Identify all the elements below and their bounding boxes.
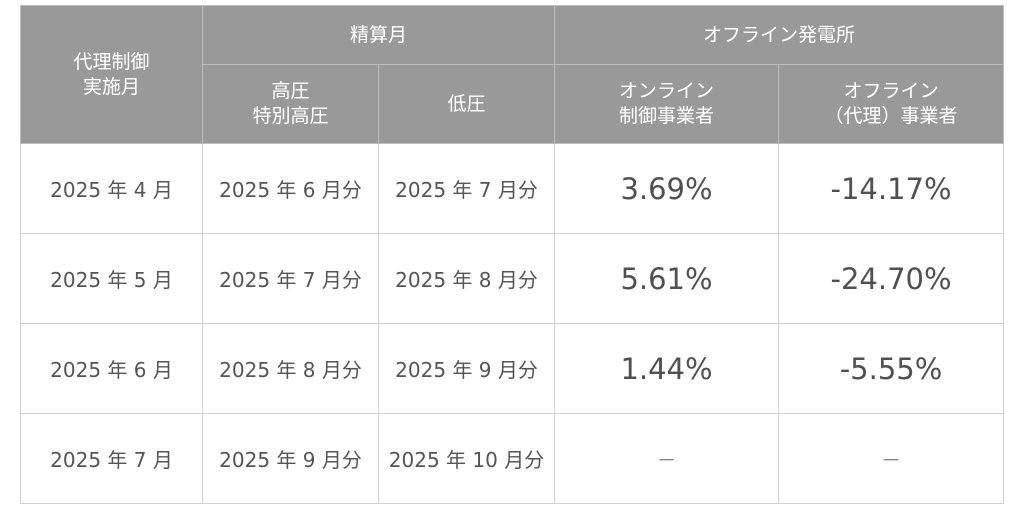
header-row-top: 代理制御 実施月 精算月 オフライン発電所: [20, 5, 1005, 144]
cell-low-voltage: 2025 年 8 月分: [377, 233, 556, 324]
cell-control-month: 2025 年 7 月: [20, 413, 203, 504]
header-control-month-line2: 実施月: [82, 75, 140, 98]
header-offline-plant: オフライン発電所: [554, 5, 1005, 65]
cell-online-rate: 5.61%: [554, 233, 780, 324]
cell-control-month: 2025 年 6 月: [20, 323, 203, 414]
table-body: 2025 年 4 月 2025 年 6 月分 2025 年 7 月分 3.69%…: [20, 143, 1005, 504]
cell-low-voltage: 2025 年 7 月分: [377, 143, 556, 234]
header-control-month-line1: 代理制御: [73, 50, 150, 73]
cell-control-month: 2025 年 4 月: [20, 143, 203, 234]
table-row: 2025 年 7 月 2025 年 9 月分 2025 年 10 月分 － －: [20, 413, 1005, 504]
cell-high-voltage: 2025 年 9 月分: [202, 413, 379, 504]
header-settlement-month: 精算月: [201, 5, 556, 65]
header-row-sub: 高圧 特別高圧 低圧 オンライン 制御事業者 オフライン （代理）事業者: [21, 64, 1005, 144]
header-offline-operator-line2: （代理）事業者: [824, 105, 958, 127]
cell-high-voltage: 2025 年 6 月分: [202, 143, 379, 234]
header-high-voltage-line2: 特別高圧: [252, 105, 329, 127]
cell-online-rate: 3.69%: [554, 143, 780, 234]
cell-high-voltage: 2025 年 7 月分: [202, 233, 379, 324]
header-online-operator-line2: 制御事業者: [619, 105, 715, 127]
header-online-operator-line1: オンライン: [619, 80, 715, 102]
cell-low-voltage: 2025 年 10 月分: [377, 413, 556, 504]
cell-control-month: 2025 年 5 月: [20, 233, 203, 324]
cell-offline-rate: -5.55%: [778, 323, 1005, 414]
header-offline-operator-line1: オフライン: [843, 80, 939, 102]
table-row: 2025 年 6 月 2025 年 8 月分 2025 年 9 月分 1.44%…: [20, 323, 1005, 414]
table-row: 2025 年 5 月 2025 年 7 月分 2025 年 8 月分 5.61%…: [20, 233, 1005, 324]
cell-low-voltage: 2025 年 9 月分: [377, 323, 556, 414]
header-control-month: 代理制御 実施月: [20, 5, 203, 144]
cell-offline-rate: -24.70%: [778, 233, 1005, 324]
cell-online-rate: －: [554, 413, 780, 504]
header-high-voltage-line1: 高圧: [271, 80, 310, 102]
table-header: 代理制御 実施月 精算月 オフライン発電所 高圧 特別高圧 低圧 オンライン 制…: [20, 5, 1005, 144]
cell-offline-rate: －: [778, 413, 1005, 504]
settlement-rate-table: 代理制御 実施月 精算月 オフライン発電所 高圧 特別高圧 低圧 オンライン 制…: [20, 5, 1005, 504]
header-online-operator: オンライン 制御事業者: [554, 64, 780, 144]
cell-offline-rate: -14.17%: [778, 143, 1005, 234]
header-high-voltage: 高圧 特別高圧: [202, 64, 379, 144]
cell-high-voltage: 2025 年 8 月分: [202, 323, 379, 414]
settlement-table-container: 代理制御 実施月 精算月 オフライン発電所 高圧 特別高圧 低圧 オンライン 制…: [20, 5, 1005, 505]
table-row: 2025 年 4 月 2025 年 6 月分 2025 年 7 月分 3.69%…: [20, 143, 1005, 234]
header-low-voltage: 低圧: [377, 64, 556, 144]
header-offline-operator: オフライン （代理）事業者: [778, 64, 1005, 144]
cell-online-rate: 1.44%: [554, 323, 780, 414]
